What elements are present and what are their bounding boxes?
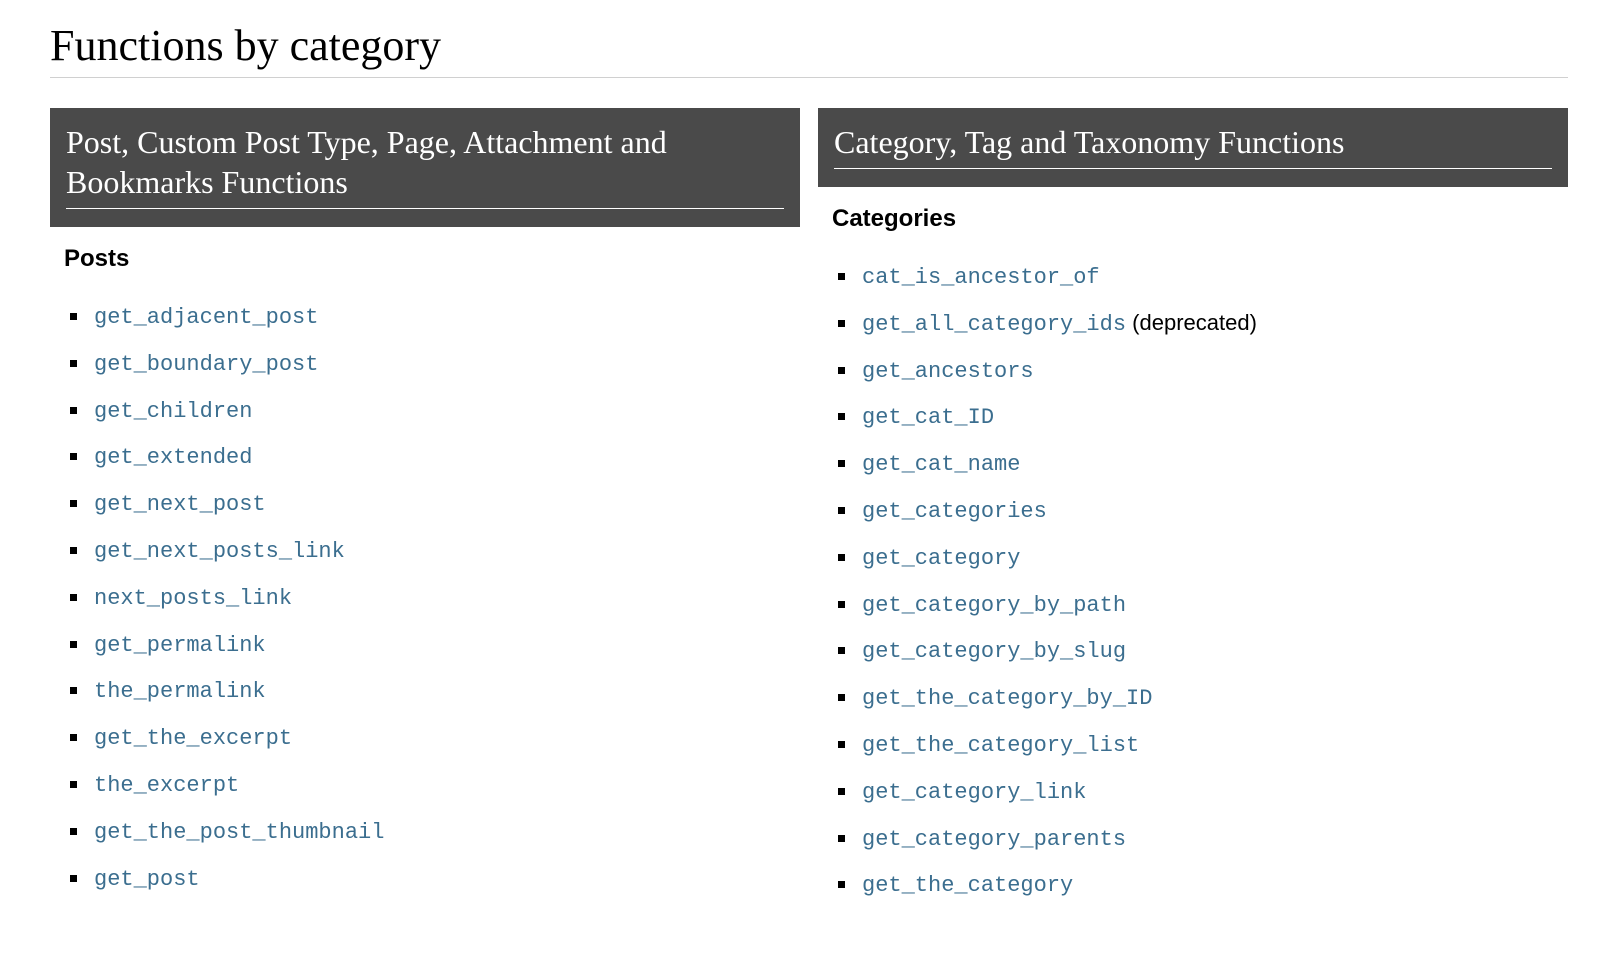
list-item: get_cat_ID: [838, 401, 1568, 434]
list-item: get_next_posts_link: [70, 535, 800, 568]
page-title: Functions by category: [50, 20, 1568, 78]
function-link[interactable]: get_cat_ID: [862, 405, 994, 430]
function-link[interactable]: get_the_category: [862, 873, 1073, 898]
right-section-header: Category, Tag and Taxonomy Functions: [818, 108, 1568, 187]
function-link[interactable]: the_permalink: [94, 679, 266, 704]
list-item: the_excerpt: [70, 769, 800, 802]
function-link[interactable]: cat_is_ancestor_of: [862, 265, 1100, 290]
list-item: get_permalink: [70, 629, 800, 662]
list-item: get_all_category_ids (deprecated): [838, 308, 1568, 341]
list-item: cat_is_ancestor_of: [838, 261, 1568, 294]
columns-wrapper: Post, Custom Post Type, Page, Attachment…: [50, 108, 1568, 916]
function-link[interactable]: get_the_excerpt: [94, 726, 292, 751]
page-container: Functions by category Post, Custom Post …: [0, 0, 1618, 956]
left-subsection-title: Posts: [64, 245, 800, 273]
list-item: the_permalink: [70, 675, 800, 708]
function-link[interactable]: get_boundary_post: [94, 352, 318, 377]
right-section-title: Category, Tag and Taxonomy Functions: [834, 122, 1552, 169]
right-column: Category, Tag and Taxonomy Functions Cat…: [818, 108, 1568, 916]
left-section-title: Post, Custom Post Type, Page, Attachment…: [66, 122, 784, 209]
function-link[interactable]: get_all_category_ids: [862, 312, 1126, 337]
list-item: get_category_link: [838, 776, 1568, 809]
function-link[interactable]: get_the_category_list: [862, 733, 1139, 758]
function-link[interactable]: get_post: [94, 867, 200, 892]
function-link[interactable]: get_the_category_by_ID: [862, 686, 1152, 711]
list-item: get_category: [838, 542, 1568, 575]
function-link[interactable]: get_adjacent_post: [94, 305, 318, 330]
function-link[interactable]: next_posts_link: [94, 586, 292, 611]
list-item: get_the_excerpt: [70, 722, 800, 755]
function-link[interactable]: get_category: [862, 546, 1020, 571]
list-item: get_ancestors: [838, 355, 1568, 388]
function-link[interactable]: get_next_posts_link: [94, 539, 345, 564]
function-suffix: (deprecated): [1126, 310, 1257, 335]
list-item: get_next_post: [70, 488, 800, 521]
left-column: Post, Custom Post Type, Page, Attachment…: [50, 108, 800, 916]
left-section-header: Post, Custom Post Type, Page, Attachment…: [50, 108, 800, 227]
list-item: get_category_by_path: [838, 589, 1568, 622]
list-item: get_category_parents: [838, 823, 1568, 856]
list-item: get_boundary_post: [70, 348, 800, 381]
function-link[interactable]: get_next_post: [94, 492, 266, 517]
function-link[interactable]: get_permalink: [94, 633, 266, 658]
list-item: get_adjacent_post: [70, 301, 800, 334]
list-item: get_category_by_slug: [838, 635, 1568, 668]
list-item: get_post: [70, 863, 800, 896]
list-item: get_extended: [70, 441, 800, 474]
function-link[interactable]: get_extended: [94, 445, 252, 470]
list-item: get_cat_name: [838, 448, 1568, 481]
function-link[interactable]: get_categories: [862, 499, 1047, 524]
function-link[interactable]: get_category_by_slug: [862, 639, 1126, 664]
right-subsection-title: Categories: [832, 205, 1568, 233]
right-function-list: cat_is_ancestor_of get_all_category_ids (…: [818, 261, 1568, 902]
list-item: get_the_category: [838, 869, 1568, 902]
function-link[interactable]: get_category_parents: [862, 827, 1126, 852]
list-item: get_the_post_thumbnail: [70, 816, 800, 849]
function-link[interactable]: get_category_link: [862, 780, 1086, 805]
list-item: get_children: [70, 395, 800, 428]
list-item: get_categories: [838, 495, 1568, 528]
function-link[interactable]: get_ancestors: [862, 359, 1034, 384]
left-function-list: get_adjacent_post get_boundary_post get_ch…: [50, 301, 800, 895]
function-link[interactable]: get_category_by_path: [862, 593, 1126, 618]
function-link[interactable]: the_excerpt: [94, 773, 239, 798]
function-link[interactable]: get_cat_name: [862, 452, 1020, 477]
list-item: get_the_category_by_ID: [838, 682, 1568, 715]
function-link[interactable]: get_the_post_thumbnail: [94, 820, 384, 845]
function-link[interactable]: get_children: [94, 399, 252, 424]
list-item: next_posts_link: [70, 582, 800, 615]
list-item: get_the_category_list: [838, 729, 1568, 762]
